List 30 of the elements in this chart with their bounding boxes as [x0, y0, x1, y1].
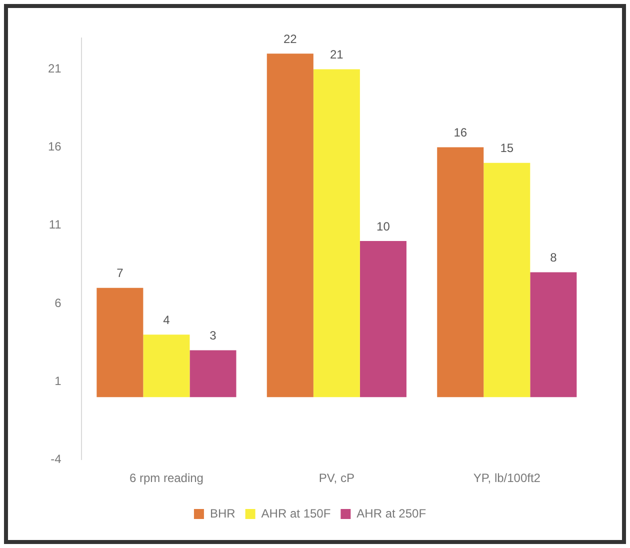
data-label: 4 [163, 312, 170, 327]
data-label: 3 [210, 328, 217, 343]
bar [143, 334, 190, 398]
bar [96, 288, 144, 398]
data-label: 10 [376, 219, 390, 234]
bar [484, 162, 530, 398]
bar [437, 147, 484, 398]
legend-label: BHR [210, 506, 236, 520]
y-tick-label: 1 [54, 374, 62, 388]
bar [530, 272, 577, 398]
y-tick-label: 11 [48, 218, 62, 232]
x-tick-label: PV, cP [318, 471, 354, 486]
bar [266, 54, 314, 398]
x-tick-label: 6 rpm reading [129, 471, 204, 486]
x-tick-label: YP, lb/100ft2 [473, 471, 541, 486]
bar [313, 69, 360, 398]
y-tick-label: 16 [48, 140, 62, 154]
bar [360, 240, 406, 398]
legend-label: AHR at 250F [356, 506, 426, 520]
y-tick-label: 21 [48, 62, 62, 76]
data-label: 16 [454, 126, 468, 140]
y-tick-label: 6 [54, 296, 62, 310]
data-label: 8 [550, 250, 558, 265]
data-label: 15 [500, 141, 514, 156]
data-label: 7 [116, 266, 124, 280]
data-label: 21 [330, 48, 344, 62]
legend-label: AHR at 150F [261, 506, 331, 520]
bar [190, 350, 236, 398]
y-tick-label: -4 [50, 452, 62, 466]
data-label: 22 [283, 32, 298, 46]
